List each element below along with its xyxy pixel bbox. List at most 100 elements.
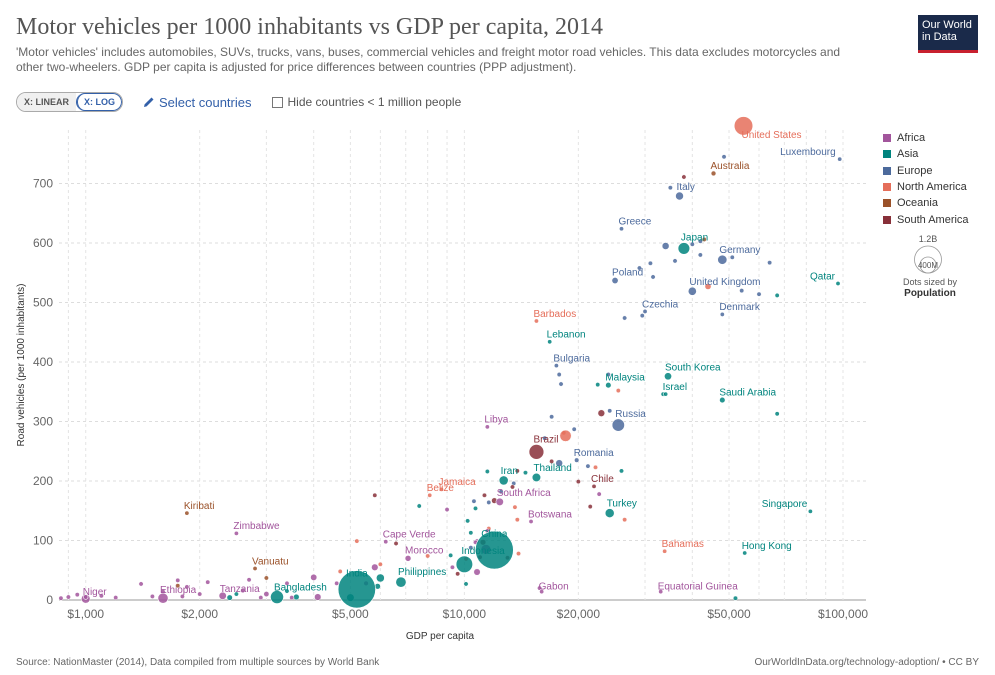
data-point [672,258,678,264]
data-label: Japan [681,233,708,244]
data-point [587,504,593,510]
hide-small-countries-label: Hide countries < 1 million people [287,95,462,109]
select-countries-label: Select countries [159,94,252,110]
data-point [484,424,490,430]
select-countries-button[interactable]: Select countries [143,95,252,110]
data-label: Belize [427,483,455,494]
legend-label: Asia [897,148,919,161]
logo-line-1: Our World [922,19,972,31]
data-point [667,185,673,191]
data-point [149,593,155,599]
data-point [571,426,577,432]
data-point [622,517,628,523]
legend-item-asia[interactable]: Asia [883,146,969,162]
logo-line-2: in Data [922,31,957,43]
data-point [175,583,181,589]
data-point [756,291,762,297]
data-point [354,538,360,544]
data-label: Turkey [607,499,637,510]
data-point [837,156,843,162]
legend-item-africa[interactable]: Africa [883,130,969,146]
y-tick-label: 0 [46,593,53,607]
y-tick-label: 700 [33,177,53,191]
data-point [371,563,379,571]
data-point [263,575,269,581]
legend-item-oceania[interactable]: Oceania [883,195,969,211]
x-linear-button[interactable]: X: LINEAR [17,93,76,111]
data-point [514,517,520,523]
data-label: Morocco [405,545,444,556]
data-point [175,577,181,583]
data-point [377,561,383,567]
data-point [742,550,748,556]
data-label: Gabon [539,581,569,592]
size-note-text: Dots sized by [902,277,958,287]
data-label: Indonesia [461,546,505,557]
data-label: Botswana [528,509,572,520]
data-point [498,475,509,486]
data-label: Chile [591,474,614,485]
data-point [218,591,227,600]
x-scale-toggle: X: LINEAR X: LOG [16,92,123,112]
data-point [658,589,664,595]
data-label: Israel [663,382,687,393]
data-point [622,315,628,321]
legend-item-europe[interactable]: Europe [883,163,969,179]
data-point [661,242,670,250]
hide-small-countries-checkbox[interactable] [271,96,283,108]
chart-subtitle: 'Motor vehicles' includes automobiles, S… [16,45,841,74]
data-point [83,594,89,600]
data-point [553,363,559,369]
owid-logo[interactable]: Our World in Data [918,15,978,53]
x-log-button[interactable]: X: LOG [76,93,122,111]
data-point [473,568,481,576]
legend-swatch [883,166,891,175]
data-point [337,568,343,574]
data-point [687,286,697,296]
data-label: India [346,569,368,580]
data-label: Kiribati [184,501,215,512]
data-label: Denmark [719,302,761,313]
data-point [334,580,340,586]
legend-item-south-america[interactable]: South America [883,211,969,227]
source-link[interactable]: OurWorldInData.org/technology-adoption/ … [754,657,979,668]
data-point [542,435,548,441]
data-point [721,154,727,160]
data-point [710,170,717,177]
data-point [523,470,528,476]
y-tick-label: 600 [33,236,53,250]
data-label: Italy [677,182,695,193]
data-point [138,581,144,587]
data-point [113,595,119,601]
data-point [438,486,444,492]
data-point [310,573,318,581]
data-point [591,483,597,489]
data-point [395,576,407,588]
data-point [528,444,545,460]
data-point [662,548,668,554]
data-point [650,274,656,280]
legend-item-north-america[interactable]: North America [883,179,969,195]
size-note-bold: Population [904,288,956,299]
data-label: Tanzania [220,584,260,595]
data-point [252,565,258,571]
legend-label: Africa [897,132,926,145]
data-point [427,492,433,498]
source-note: Source: NationMaster (2014), Data compil… [16,657,380,668]
data-point [184,510,190,516]
data-point [611,277,619,285]
data-point [486,499,492,505]
data-point [767,260,773,266]
data-point [463,581,469,587]
data-label: South Korea [665,363,721,374]
data-point [473,505,478,511]
hide-small-countries-option[interactable]: Hide countries < 1 million people [271,95,462,109]
data-point [677,242,691,255]
data-label: Greece [618,217,651,228]
data-point [733,595,738,601]
data-point [681,174,687,180]
data-point [258,595,264,601]
pencil-icon [144,97,154,107]
data-point [717,254,728,265]
legend-swatch [883,215,891,224]
